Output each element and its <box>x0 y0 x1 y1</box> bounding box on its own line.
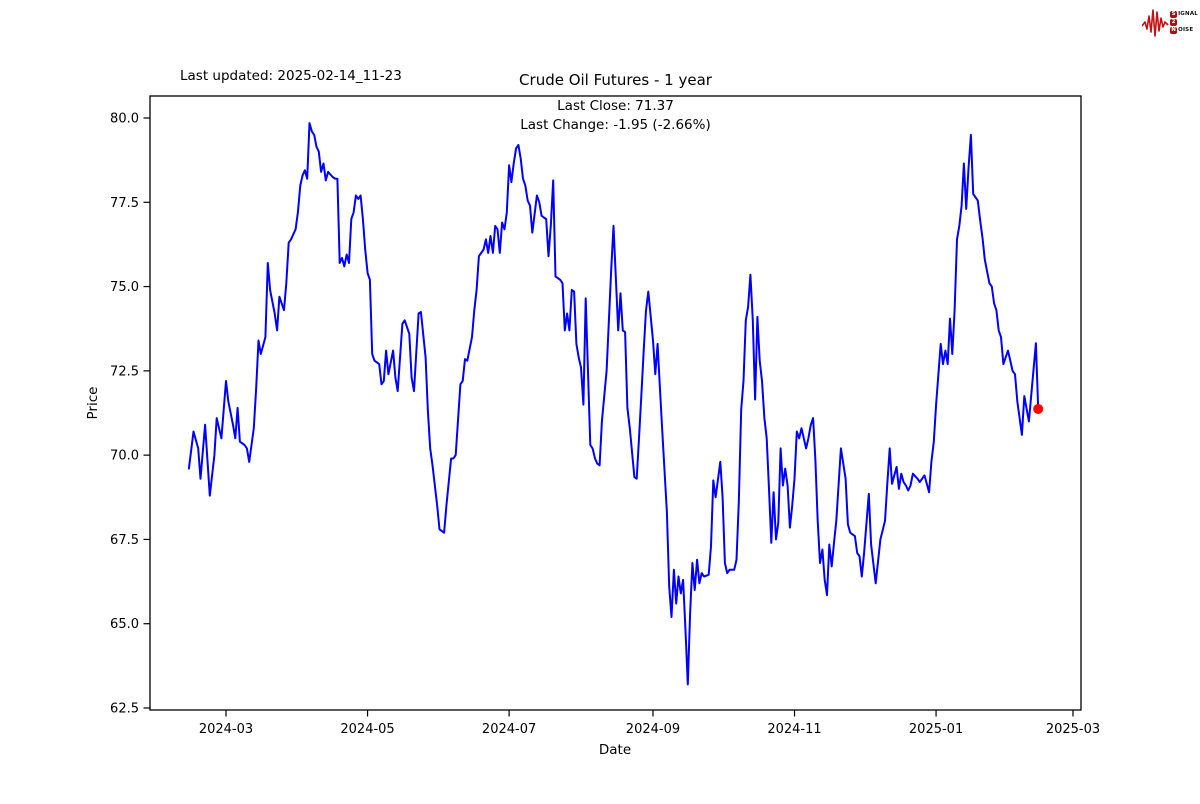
plot-frame <box>149 95 1082 711</box>
last-close-annotation: Last Close: 71.37 Last Change: -1.95 (-2… <box>150 97 1081 135</box>
chart-title: Crude Oil Futures - 1 year <box>519 71 712 89</box>
svg-text:77.5: 77.5 <box>110 196 139 211</box>
logo-word: OISE <box>1178 27 1194 33</box>
svg-text:80.0: 80.0 <box>110 112 139 127</box>
y-axis-label: Price <box>85 387 101 420</box>
x-axis-ticks: 2024-03 2024-05 2024-07 2024-09 2024-11 2025-… <box>199 710 1100 737</box>
last-price-marker <box>1033 403 1044 414</box>
price-line <box>187 122 1040 686</box>
svg-text:2024-07: 2024-07 <box>482 722 536 737</box>
logo-row: S IGNAL <box>1170 10 1198 18</box>
svg-text:65.0: 65.0 <box>110 617 139 632</box>
svg-text:70.0: 70.0 <box>110 449 139 464</box>
x-axis-label: Date <box>599 742 631 758</box>
waveform-icon <box>1142 9 1169 37</box>
svg-text:2024-11: 2024-11 <box>767 722 821 737</box>
svg-text:2024-05: 2024-05 <box>340 722 394 737</box>
svg-text:75.0: 75.0 <box>110 280 139 295</box>
last-close-text: Last Close: 71.37 <box>557 98 674 114</box>
svg-text:2024-03: 2024-03 <box>199 722 253 737</box>
last-updated-text: Last updated: 2025-02-14_11-23 <box>180 68 402 84</box>
signal2noise-logo: S IGNAL 2 N OISE <box>1142 3 1198 41</box>
logo-row: N OISE <box>1170 26 1198 34</box>
logo-word: IGNAL <box>1178 11 1198 17</box>
logo-text: S IGNAL 2 N OISE <box>1170 10 1198 34</box>
y-axis-ticks: 80.0 77.5 75.0 72.5 70.0 67.5 65.0 62.5 <box>110 112 150 716</box>
logo-badge: N <box>1170 26 1178 34</box>
svg-text:62.5: 62.5 <box>110 701 139 716</box>
svg-text:72.5: 72.5 <box>110 364 139 379</box>
svg-text:67.5: 67.5 <box>110 533 139 548</box>
svg-text:2024-09: 2024-09 <box>626 722 680 737</box>
logo-badge: S <box>1170 10 1178 18</box>
svg-text:2025-03: 2025-03 <box>1046 722 1100 737</box>
logo-badge: 2 <box>1170 18 1178 26</box>
logo-row: 2 <box>1170 18 1198 26</box>
svg-text:2025-01: 2025-01 <box>909 722 963 737</box>
last-change-text: Last Change: -1.95 (-2.66%) <box>520 117 711 133</box>
